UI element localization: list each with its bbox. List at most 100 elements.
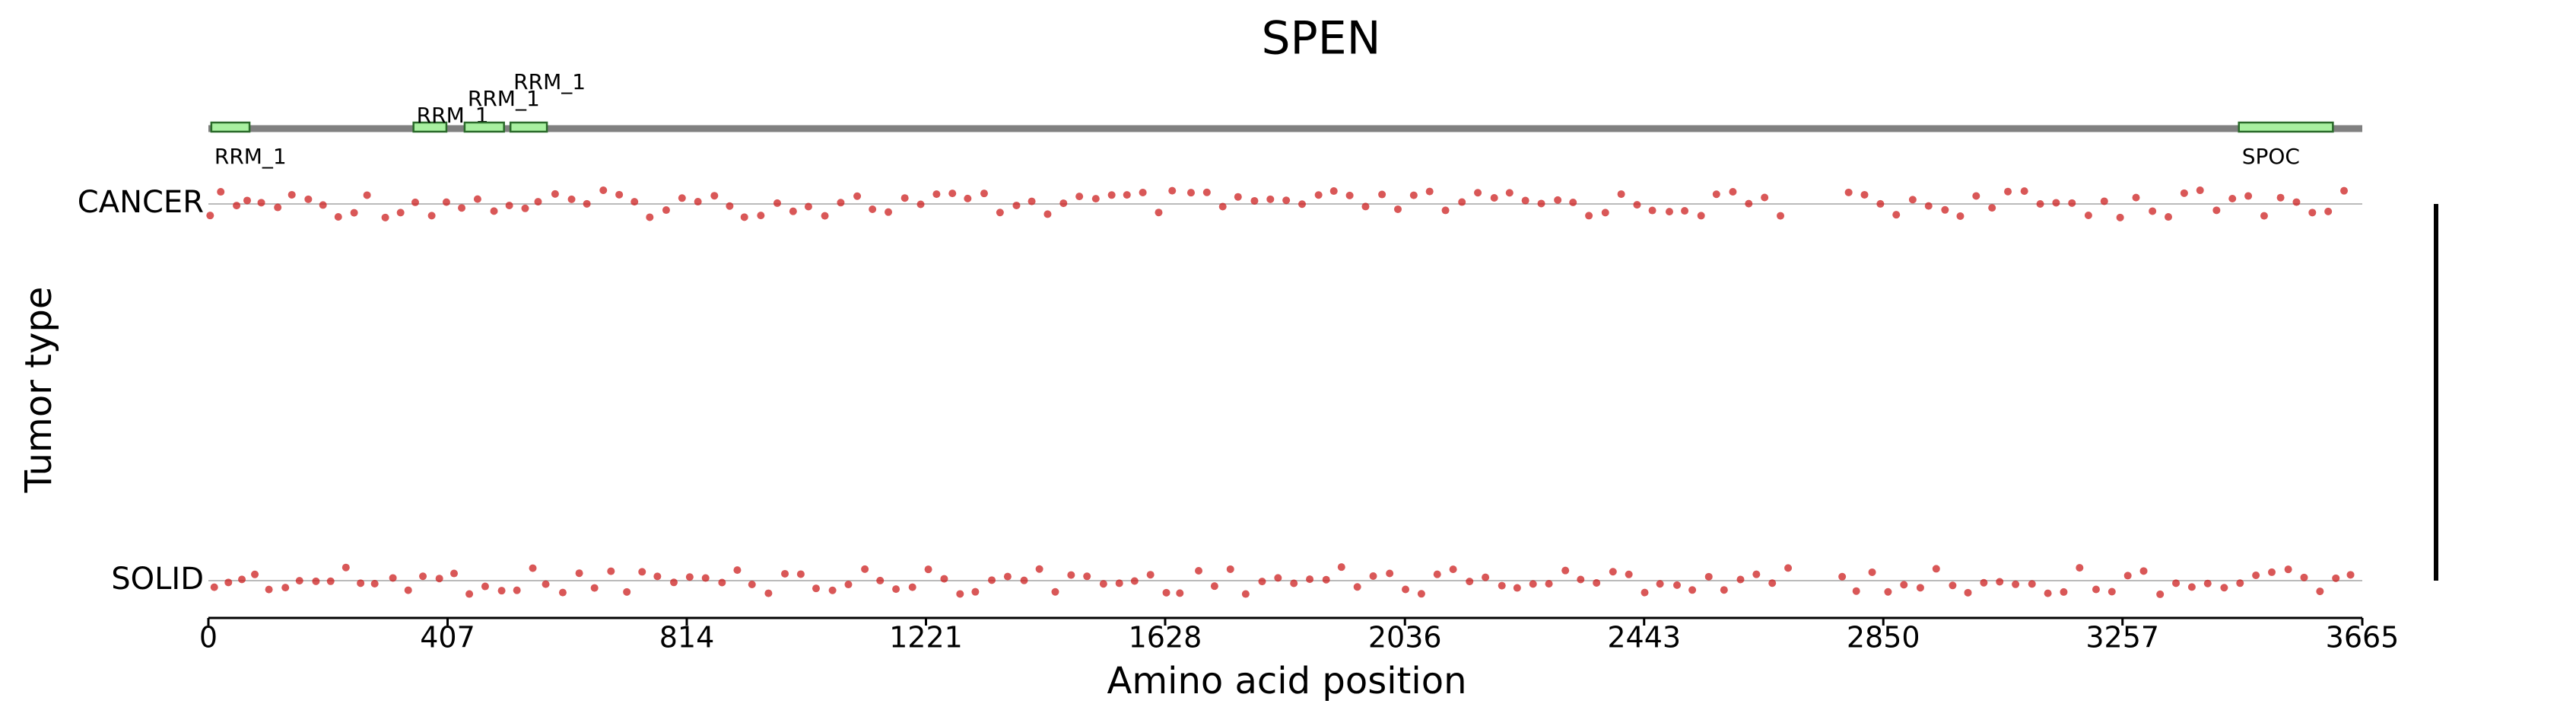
mutation-point [900, 194, 909, 202]
mutation-point [427, 212, 436, 220]
mutation-point [389, 574, 397, 582]
mutation-point [2212, 206, 2221, 215]
mutation-point [1852, 587, 1860, 595]
mutation-point [257, 199, 265, 207]
x-tick-label: 2443 [1607, 621, 1681, 654]
mutation-point [1884, 587, 1892, 596]
mutation-point [2276, 193, 2285, 202]
mutation-point [2068, 199, 2076, 207]
mutation-point [932, 190, 941, 199]
mutation-point [1892, 211, 1901, 219]
mutation-point [1003, 572, 1012, 581]
mutation-point [1648, 206, 1656, 215]
mutation-point [908, 583, 916, 591]
mutation-point [1417, 590, 1425, 598]
mutation-point [599, 186, 608, 195]
mutation-point [701, 574, 710, 582]
mutation-point [1059, 199, 1068, 208]
mutation-point [287, 190, 296, 199]
domain [509, 121, 548, 133]
mutation-point [2228, 195, 2237, 203]
mutation-point [2123, 572, 2132, 580]
mutation-point [1378, 190, 1386, 199]
mutation-point [224, 578, 233, 587]
mutation-point [2172, 579, 2181, 587]
mutation-point [381, 213, 389, 221]
x-tick-label: 3665 [2326, 621, 2400, 654]
mutation-point [1868, 568, 1876, 576]
mutation-point [1768, 579, 1777, 587]
mutation-point [1972, 192, 1980, 200]
mutation-point [821, 212, 829, 220]
mutation-point [551, 189, 559, 198]
mutation-point [490, 207, 498, 215]
y-axis-label: Tumor type [17, 287, 60, 494]
mutation-point [295, 577, 303, 585]
mutation-point [1306, 575, 1314, 584]
chart-title: SPEN [1261, 12, 1380, 65]
mutation-point [2260, 212, 2268, 220]
mutation-point [363, 191, 371, 199]
mutation-point [1752, 570, 1761, 578]
mutation-point [505, 202, 513, 210]
mutation-point [2044, 589, 2052, 597]
mutation-point [2203, 579, 2212, 587]
mutation-point [964, 194, 972, 202]
mutation-point [2004, 187, 2012, 196]
mutation-point [1425, 187, 1434, 196]
mutation-point [1466, 578, 1474, 586]
mutation-point [828, 586, 837, 594]
mutation-point [646, 213, 654, 221]
mutation-point [924, 565, 932, 574]
mutation-point [217, 188, 225, 196]
mutation-point [2149, 207, 2157, 215]
mutation-point [726, 202, 734, 210]
mutation-point [419, 572, 427, 581]
mutation-point [1704, 572, 1713, 581]
mutation-point [2107, 587, 2116, 596]
mutation-point [2036, 199, 2044, 208]
mutation-point [1554, 196, 1562, 204]
mutation-point [1673, 581, 1682, 589]
mutation-point [558, 588, 567, 597]
mutation-point [304, 195, 313, 203]
mutation-point [996, 209, 1004, 217]
mutation-point [1529, 580, 1537, 588]
mutation-point [265, 585, 273, 594]
mutation-point [411, 198, 419, 206]
mutation-point [312, 577, 320, 585]
x-tick-label: 1221 [889, 621, 963, 654]
mutation-point [1241, 590, 1250, 598]
mutation-point [1099, 580, 1107, 588]
domain-label: RRM_1 [214, 144, 287, 169]
mutation-point [1043, 210, 1052, 218]
mutation-point [1258, 578, 1266, 586]
mutation-point [251, 570, 259, 578]
mutation-point [2012, 580, 2020, 588]
mutation-point [1458, 198, 1466, 206]
mutation-point [1202, 188, 1211, 196]
mutation-point [2300, 573, 2308, 581]
mutation-point [892, 585, 900, 594]
mutation-point [396, 209, 405, 217]
mutation-point [623, 587, 631, 596]
mutation-point [2100, 197, 2108, 205]
mutation-point [583, 199, 591, 208]
mutation-point [2252, 572, 2260, 580]
mutation-point [685, 573, 694, 581]
mutation-point [876, 576, 885, 584]
mutation-point [1521, 196, 1529, 205]
mutation-point [404, 586, 412, 594]
mutation-point [1146, 571, 1155, 579]
mutation-point [1720, 586, 1728, 594]
mutation-point [1681, 207, 1689, 215]
mutation-point [1569, 198, 1577, 206]
mutation-point [1441, 206, 1450, 215]
x-tick-label: 2036 [1368, 621, 1442, 654]
mutation-point [2268, 568, 2276, 576]
mutation-point [2236, 579, 2244, 587]
mutation-point [1838, 572, 1847, 581]
mutation-point [1091, 195, 1100, 203]
mutation-point [940, 575, 948, 583]
